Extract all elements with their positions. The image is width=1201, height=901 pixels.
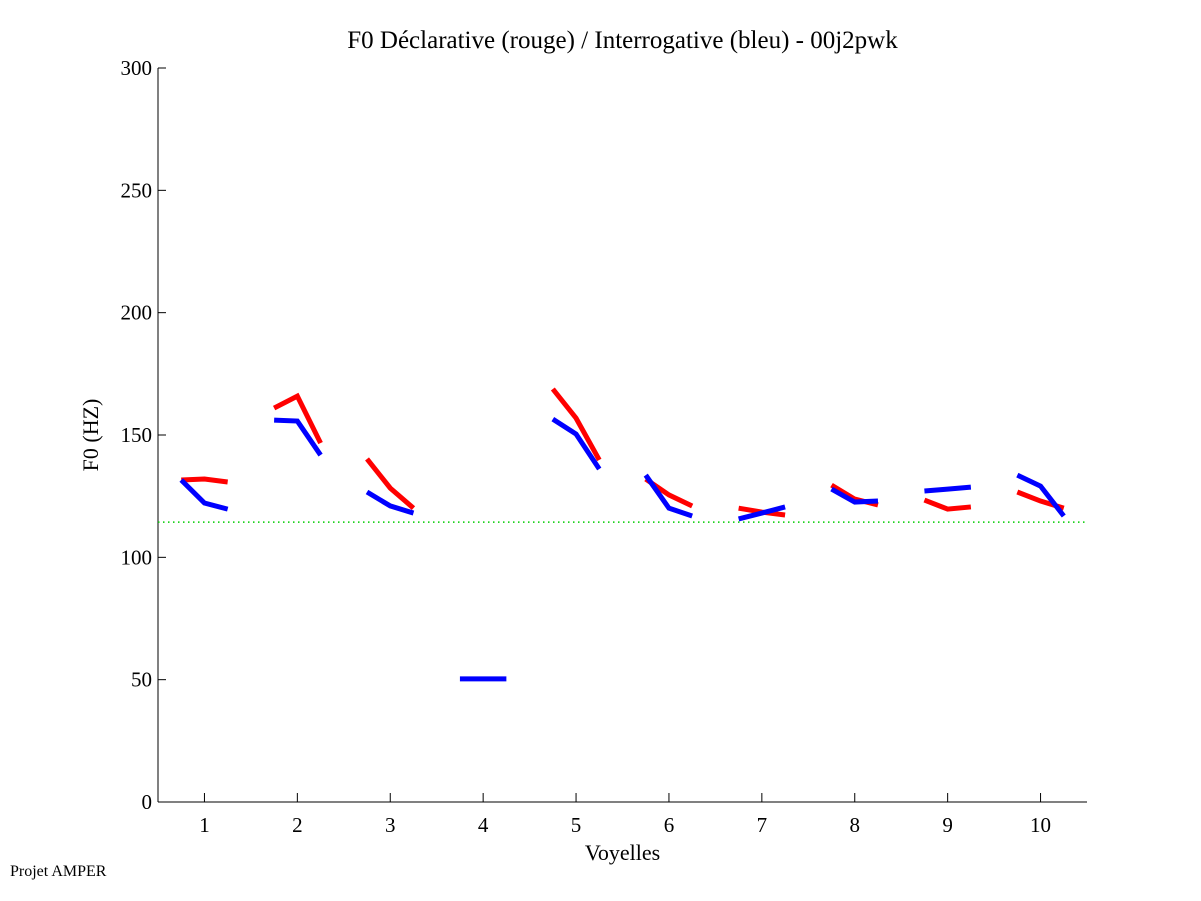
series-segment-vowel-3: [365, 489, 415, 516]
axes: 0 50 100 150 200 250 300 1 2 3 4 5 6 7 8 9 10: [121, 56, 1087, 837]
x-tick-label: 10: [1030, 813, 1051, 837]
series-segment-vowel-2: [272, 392, 323, 445]
x-tick-label: 5: [571, 813, 582, 837]
y-tick-label: 300: [121, 56, 153, 80]
y-tick-label: 150: [121, 423, 153, 447]
x-tick-label: 1: [199, 813, 210, 837]
series-segment-vowel-2: [274, 417, 323, 457]
x-tick-label: 8: [850, 813, 861, 837]
series-declarative: [181, 387, 1065, 518]
series-segment-vowel-5: [550, 387, 602, 462]
series-segment-vowel-9: [923, 497, 972, 512]
y-tick-label: 200: [121, 301, 153, 325]
x-tick-label: 9: [942, 813, 953, 837]
x-tick-label: 6: [664, 813, 675, 837]
y-axis-label: F0 (HZ): [78, 399, 103, 472]
series-segment-vowel-7: [738, 504, 786, 522]
y-tick-label: 100: [121, 545, 153, 569]
y-tick-label: 0: [142, 790, 153, 814]
series-segment-vowel-10: [1016, 472, 1066, 518]
x-tick-label: 3: [385, 813, 396, 837]
x-tick-label: 2: [292, 813, 303, 837]
x-tick-label: 7: [757, 813, 768, 837]
series-segment-vowel-1: [181, 476, 228, 485]
y-tick-label: 50: [131, 668, 152, 692]
series-interrogative: [179, 416, 1066, 682]
x-axis-label: Voyelles: [585, 840, 660, 865]
x-tick-label: 4: [478, 813, 489, 837]
series-segment-vowel-1: [179, 478, 229, 512]
series-layer: [179, 387, 1066, 682]
series-segment-vowel-8: [830, 486, 879, 505]
footer-credit: Projet AMPER: [10, 863, 107, 880]
series-segment-vowel-3: [365, 457, 416, 511]
y-tick-label: 250: [121, 178, 153, 202]
series-segment-vowel-6: [643, 473, 693, 519]
series-segment-vowel-5: [551, 416, 602, 471]
series-segment-vowel-9: [924, 484, 972, 494]
chart-title: F0 Déclarative (rouge) / Interrogative (…: [347, 27, 898, 54]
